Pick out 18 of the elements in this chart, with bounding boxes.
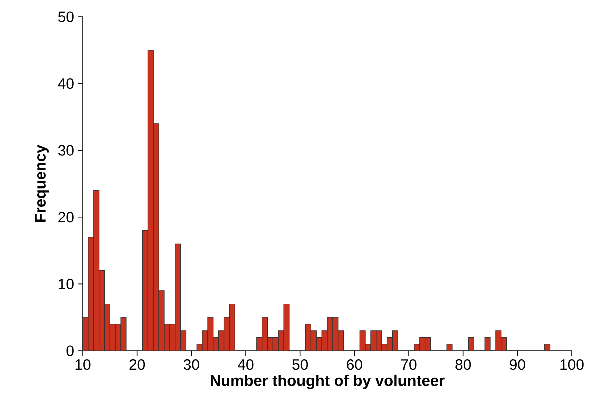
y-tick-label: 10 [59, 278, 74, 290]
y-axis-title: Frequency [35, 145, 50, 222]
y-tick-label: 40 [58, 78, 74, 90]
x-tick-label: 60 [347, 360, 362, 370]
y-tick-label: 0 [66, 346, 74, 356]
x-tick-label: 50 [292, 360, 308, 370]
y-tick-label: 50 [58, 12, 74, 22]
y-tick-label: 30 [58, 145, 74, 156]
x-tick-label: 30 [184, 360, 200, 370]
x-tick-label: 20 [130, 360, 146, 370]
x-tick-label: 10 [76, 360, 91, 370]
x-tick-label: 40 [238, 360, 254, 370]
x-tick-label: 70 [401, 360, 417, 370]
x-axis-title: Number thought of by volunteer [211, 374, 445, 390]
x-tick-label: 100 [560, 360, 584, 370]
y-tick-label: 20 [58, 212, 74, 223]
x-tick-label: 90 [510, 360, 526, 370]
x-tick-label: 80 [456, 360, 472, 370]
